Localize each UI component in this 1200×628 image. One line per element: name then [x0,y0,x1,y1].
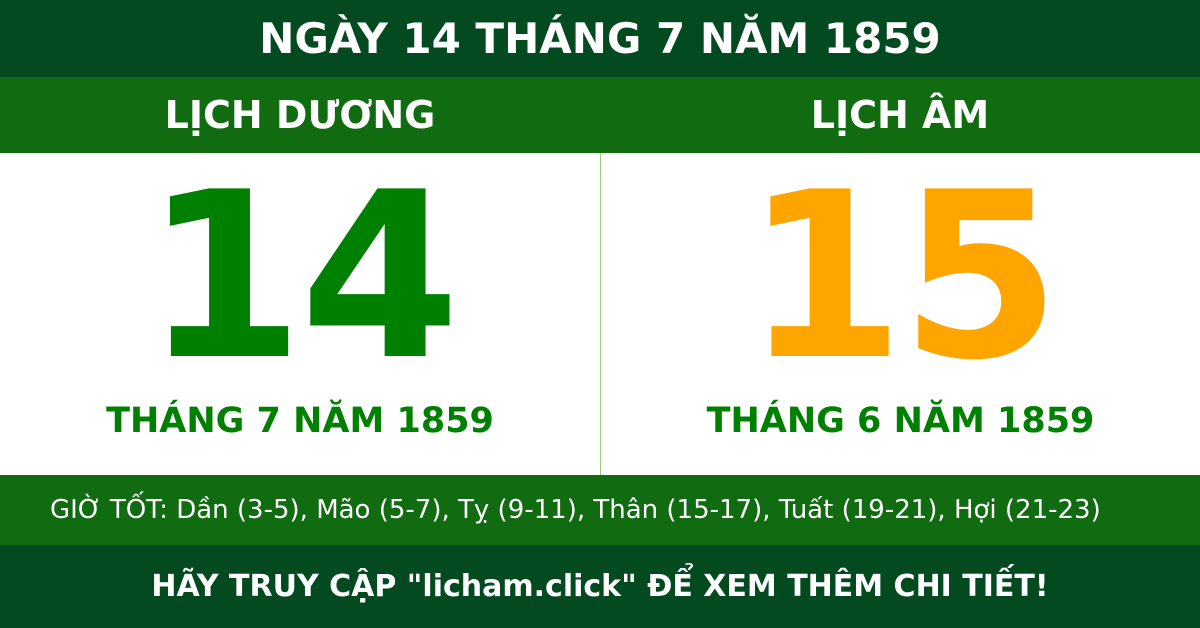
lunar-heading: LỊCH ÂM [810,93,990,137]
calendar-headings: LỊCH DƯƠNG LỊCH ÂM [0,77,1200,153]
solar-heading: LỊCH DƯƠNG [164,93,436,137]
lunar-month-year: THÁNG 6 NĂM 1859 [706,401,1095,441]
lunar-day: 15 [744,144,1060,411]
solar-month-year: THÁNG 7 NĂM 1859 [106,401,494,441]
solar-day: 14 [143,144,460,411]
solar-panel: 14 THÁNG 7 NĂM 1859 [0,153,600,475]
page-title: NGÀY 14 THÁNG 7 NĂM 1859 [0,0,1200,77]
footer-call-to-action: HÃY TRUY CẬP "licham.click" ĐỂ XEM THÊM … [0,545,1200,628]
lunar-panel: 15 THÁNG 6 NĂM 1859 [600,153,1200,475]
good-hours: GIỜ TỐT: Dần (3-5), Mão (5-7), Tỵ (9-11)… [0,475,1200,545]
